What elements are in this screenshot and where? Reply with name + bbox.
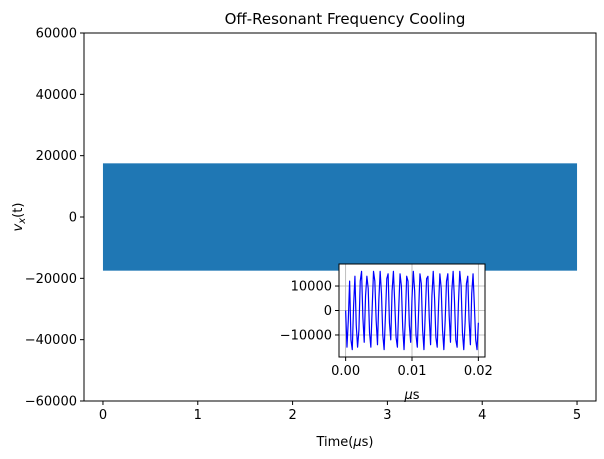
main-y-ticks: −60000 −40000 −20000 0 20000 40000 60000	[25, 27, 84, 410]
y-tick-label: −20000	[25, 272, 77, 287]
main-chart: Off-Resonant Frequency Cooling 0 1 2 3 4 5 −6…	[11, 10, 597, 450]
inset-x-tick-label: 0.00	[331, 364, 360, 379]
inset-x-tick-label: 0.02	[464, 364, 493, 379]
x-tick-label: 4	[478, 408, 486, 423]
x-tick-label: 2	[288, 408, 296, 423]
main-x-ticks: 0 1 2 3 4 5	[99, 401, 581, 423]
inset-y-tick-label: −10000	[280, 328, 332, 343]
y-tick-label: −40000	[25, 333, 77, 348]
x-tick-label: 0	[99, 408, 107, 423]
inset-series-line-0	[345, 270, 479, 351]
inset-y-tick-label: 10000	[291, 280, 332, 295]
y-tick-label: −60000	[25, 395, 77, 410]
inset-x-ticks: 0.00 0.01 0.02	[331, 357, 493, 379]
inset-y-ticks: −10000 0 10000	[280, 280, 339, 343]
x-tick-label: 3	[383, 408, 391, 423]
x-tick-label: 5	[573, 408, 581, 423]
chart-title: Off-Resonant Frequency Cooling	[225, 10, 466, 28]
inset-x-axis-label: μs	[403, 388, 419, 403]
inset-y-tick-label: 0	[324, 304, 332, 319]
y-tick-label: 20000	[36, 149, 77, 164]
inset-chart: 0.00 0.01 0.02 −10000 0 10000 μs	[280, 263, 493, 403]
main-series-band-0	[102, 163, 578, 271]
x-tick-label: 1	[194, 408, 202, 423]
y-axis-label: vx(t)	[11, 203, 28, 232]
y-tick-label: 40000	[36, 88, 77, 103]
x-axis-label: Time(μs)	[315, 435, 373, 450]
inset-series	[345, 270, 479, 351]
y-tick-label: 60000	[36, 27, 77, 42]
main-series	[102, 163, 578, 271]
inset-x-tick-label: 0.01	[398, 364, 427, 379]
y-tick-label: 0	[69, 211, 77, 226]
